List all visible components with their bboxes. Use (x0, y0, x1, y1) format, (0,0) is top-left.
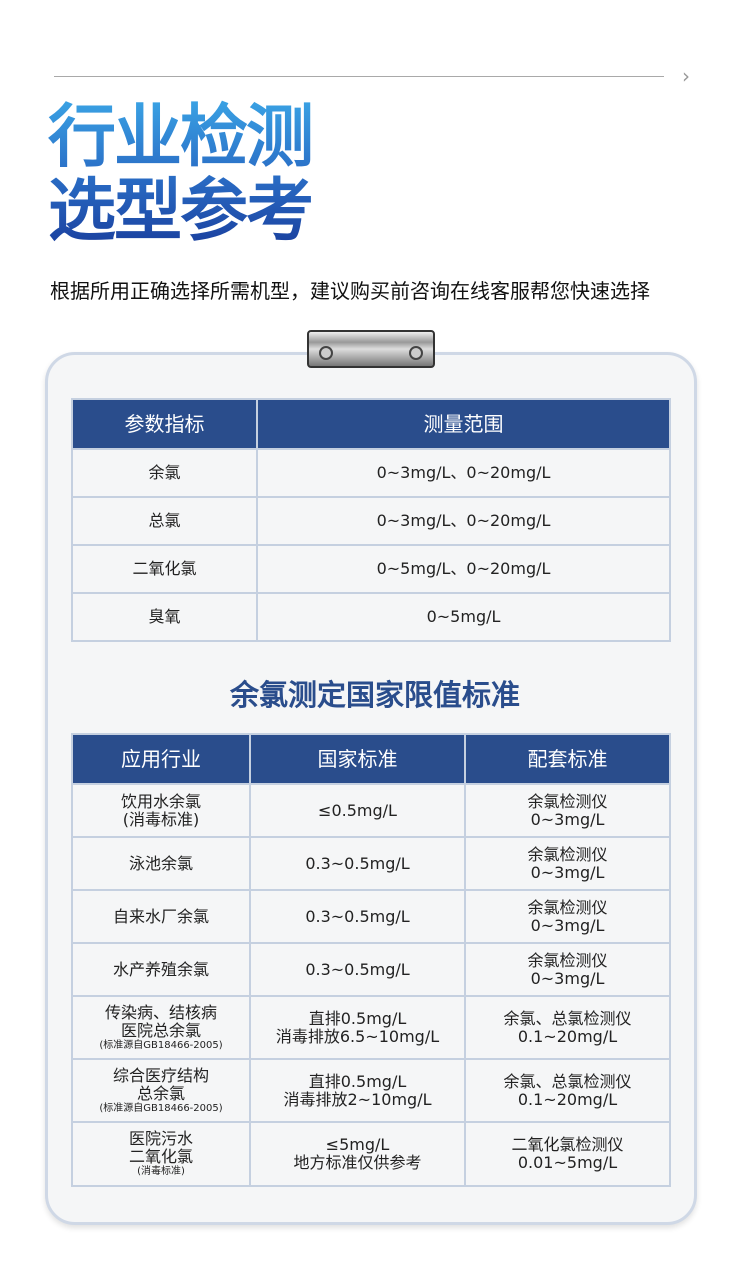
industry-cell: 自来水厂余氯 (71, 889, 251, 944)
industry-cell: 饮用水余氯 (消毒标准) (71, 783, 251, 838)
industry-line: 水产养殖余氯 (112, 959, 209, 979)
table-row: 饮用水余氯 (消毒标准) ≤0.5mg/L 余氯检测仪 0~3mg/L (71, 783, 671, 838)
standard-cell: 0.3~0.5mg/L (249, 889, 466, 944)
table-row: 传染病、结核病 医院总余氯 (标准源自GB18466-2005) 直排0.5mg/L 消… (71, 995, 671, 1060)
table-row: 水产养殖余氯 0.3~0.5mg/L 余氯检测仪 0~3mg/L (71, 942, 671, 997)
standard-line: ≤5mg/L (325, 1135, 390, 1154)
standard-line: 0.3~0.5mg/L (305, 853, 410, 873)
match-cell: 二氧化氯检测仪 0.01~5mg/L (464, 1121, 671, 1187)
range-cell: 0~3mg/L、0~20mg/L (256, 496, 671, 546)
table-row: 余氯 0~3mg/L、0~20mg/L (71, 448, 671, 498)
match-cell: 余氯检测仪 0~3mg/L (464, 942, 671, 997)
table-row: 二氧化氯 0~5mg/L、0~20mg/L (71, 544, 671, 594)
standard-line: 0.3~0.5mg/L (305, 906, 410, 926)
match-line: 余氯检测仪 (527, 791, 608, 811)
match-line: 余氯检测仪 (527, 844, 608, 864)
section-title: 余氯测定国家限值标准 (229, 678, 520, 712)
industry-cell: 医院污水 二氧化氯 (消毒标准) (71, 1121, 251, 1187)
standard-line: 0.3~0.5mg/L (305, 959, 410, 979)
match-cell: 余氯、总氯检测仪 0.1~20mg/L (464, 1058, 671, 1123)
standard-line: 直排0.5mg/L (308, 1071, 407, 1091)
industry-line: 综合医疗结构 (112, 1065, 209, 1085)
standard-cell: 直排0.5mg/L 消毒排放2~10mg/L (249, 1058, 466, 1123)
industry-note: (标准源自GB18466-2005) (99, 1039, 223, 1051)
industry-line-2: 二氧化氯 (128, 1147, 193, 1166)
match-cell: 余氯检测仪 0~3mg/L (464, 836, 671, 891)
title-line-1: 行业检测 (48, 97, 313, 177)
industry-line-2: 医院总余氯 (120, 1020, 201, 1040)
header-cell: 国家标准 (249, 733, 466, 785)
table-row: 综合医疗结构 总余氯 (标准源自GB18466-2005) 直排0.5mg/L 消毒排放… (71, 1058, 671, 1123)
industry-line: 医院污水 (128, 1129, 193, 1148)
table-row: 医院污水 二氧化氯 (消毒标准) ≤5mg/L 地方标准仅供参考 二氧化氯检测仪 0.01~… (71, 1121, 671, 1187)
match-line-2: 0~3mg/L (530, 915, 605, 935)
industry-cell: 传染病、结核病 医院总余氯 (标准源自GB18466-2005) (71, 995, 251, 1060)
industry-line: 传染病、结核病 (104, 1002, 217, 1022)
match-line: 余氯检测仪 (527, 897, 608, 917)
title-line-2: 选型参考 (48, 171, 313, 251)
table-row: 总氯 0~3mg/L、0~20mg/L (71, 496, 671, 546)
match-line-2: 0~3mg/L (530, 809, 605, 829)
param-cell: 二氧化氯 (71, 544, 258, 594)
table-row: 自来水厂余氯 0.3~0.5mg/L 余氯检测仪 0~3mg/L (71, 889, 671, 944)
match-cell: 余氯检测仪 0~3mg/L (464, 783, 671, 838)
industry-note: (消毒标准) (137, 1166, 185, 1177)
standards-table: 应用行业 国家标准 配套标准 饮用水余氯 (消毒标准) ≤0.5mg/L 余氯检测仪 0~3… (71, 733, 671, 1187)
header-cell: 参数指标 (71, 398, 258, 450)
clipboard-clip-icon (307, 330, 435, 368)
standard-cell: ≤5mg/L 地方标准仅供参考 (249, 1121, 466, 1187)
industry-line: 自来水厂余氯 (112, 906, 209, 926)
chevron-right-icon[interactable]: › (682, 64, 690, 88)
match-line: 余氯、总氯检测仪 (503, 1071, 632, 1091)
header-cell: 测量范围 (256, 398, 671, 450)
industry-cell: 综合医疗结构 总余氯 (标准源自GB18466-2005) (71, 1058, 251, 1123)
param-cell: 臭氧 (71, 592, 258, 642)
range-cell: 0~5mg/L (256, 592, 671, 642)
standard-cell: 0.3~0.5mg/L (249, 942, 466, 997)
match-line: 余氯检测仪 (527, 950, 608, 970)
parameter-table: 参数指标 测量范围 余氯 0~3mg/L、0~20mg/L 总氯 0~3mg/L、0~2… (71, 398, 671, 642)
match-line-2: 0~3mg/L (530, 862, 605, 882)
match-cell: 余氯、总氯检测仪 0.1~20mg/L (464, 995, 671, 1060)
industry-note: (标准源自GB18466-2005) (99, 1102, 223, 1114)
match-line-2: 0.1~20mg/L (517, 1026, 618, 1046)
standard-line-2: 消毒排放6.5~10mg/L (275, 1026, 440, 1046)
industry-line-2: (消毒标准) (122, 809, 200, 829)
match-line-2: 0.1~20mg/L (517, 1089, 618, 1109)
standard-line-2: 消毒排放2~10mg/L (283, 1089, 432, 1109)
standard-line-2: 地方标准仅供参考 (293, 1153, 422, 1172)
param-cell: 总氯 (71, 496, 258, 546)
table-row: 臭氧 0~5mg/L (71, 592, 671, 642)
param-cell: 余氯 (71, 448, 258, 498)
match-line: 余氯、总氯检测仪 (503, 1008, 632, 1028)
match-cell: 余氯检测仪 0~3mg/L (464, 889, 671, 944)
range-cell: 0~5mg/L、0~20mg/L (256, 544, 671, 594)
header-cell: 配套标准 (464, 733, 671, 785)
standard-cell: 直排0.5mg/L 消毒排放6.5~10mg/L (249, 995, 466, 1060)
industry-line-2: 总余氯 (136, 1083, 185, 1103)
table-row: 泳池余氯 0.3~0.5mg/L 余氯检测仪 0~3mg/L (71, 836, 671, 891)
header-cell: 应用行业 (71, 733, 251, 785)
range-cell: 0~3mg/L、0~20mg/L (256, 448, 671, 498)
match-line-2: 0.01~5mg/L (517, 1153, 618, 1172)
page-title: 行业检测 选型参考 (48, 100, 312, 248)
industry-cell: 水产养殖余氯 (71, 942, 251, 997)
standard-cell: ≤0.5mg/L (249, 783, 466, 838)
subtitle: 根据所用正确选择所需机型，建议购买前咨询在线客服帮您快速选择 (50, 279, 650, 303)
industry-cell: 泳池余氯 (71, 836, 251, 891)
standard-line: 直排0.5mg/L (308, 1008, 407, 1028)
match-line: 二氧化氯检测仪 (511, 1135, 624, 1154)
industry-line: 饮用水余氯 (120, 791, 201, 811)
standard-cell: 0.3~0.5mg/L (249, 836, 466, 891)
divider-line (54, 76, 664, 77)
match-line-2: 0~3mg/L (530, 968, 605, 988)
standard-line: ≤0.5mg/L (318, 800, 397, 820)
industry-line: 泳池余氯 (128, 853, 193, 873)
